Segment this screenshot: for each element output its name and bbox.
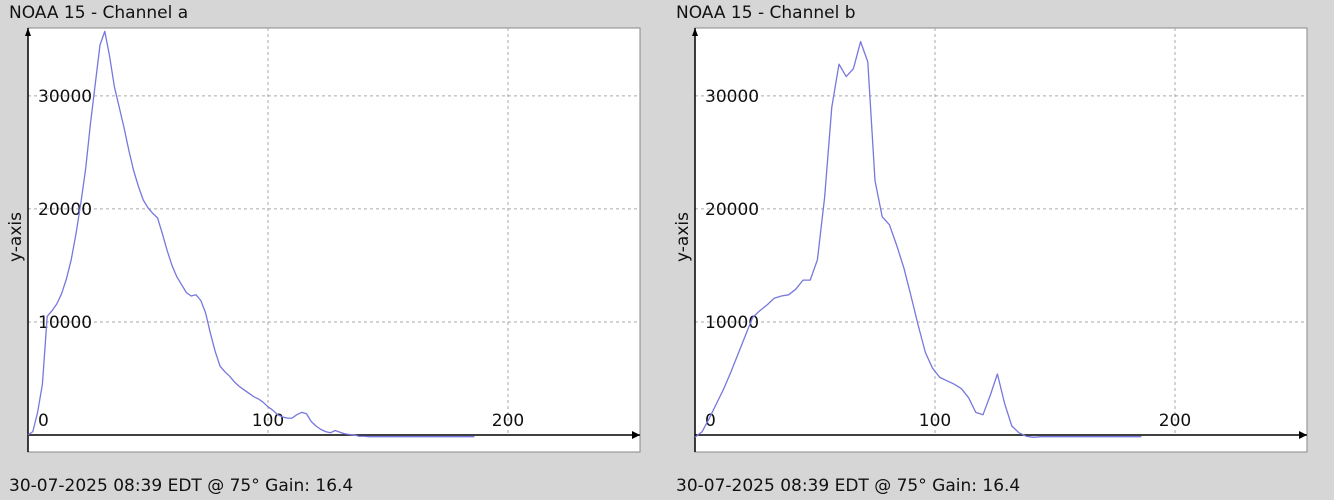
y-axis-arrow-b [692, 28, 698, 36]
chart-title-channel-a: NOAA 15 - Channel a [9, 3, 189, 23]
x-axis-arrow-a [632, 431, 640, 440]
chart-panel-channel-b: 10000 20000 30000 0 100 200 y-axis NOAA 15 - C… [667, 0, 1312, 500]
y-tick-label-10000-a: 10000 [38, 313, 92, 333]
plot-area-b [694, 27, 1308, 453]
x-tick-label-0-b: 0 [705, 411, 716, 431]
plot-area-a [27, 27, 641, 453]
x-tick-label-200-a: 200 [492, 411, 524, 431]
y-tick-label-20000-b: 20000 [705, 200, 759, 220]
chart-footer-channel-a: 30-07-2025 08:39 EDT @ 75° Gain: 16.4 [9, 476, 354, 496]
x-tick-label-200-b: 200 [1159, 411, 1191, 431]
plot-channel-a: 10000 20000 30000 0 100 200 y-axis [6, 27, 641, 453]
chart-title-channel-b: NOAA 15 - Channel b [676, 3, 856, 23]
plot-channel-b: 10000 20000 30000 0 100 200 y-axis [673, 27, 1308, 453]
series-line-0-a [27, 30, 475, 438]
x-tick-label-0-a: 0 [38, 411, 49, 431]
chart-panel-channel-a: 10000 20000 30000 0 100 200 y-axis NOAA 15 - C… [0, 0, 645, 500]
y-axis-label-b: y-axis [673, 212, 693, 262]
x-axis-arrow-b [1299, 431, 1307, 440]
chart-footer-channel-b: 30-07-2025 08:39 EDT @ 75° Gain: 16.4 [676, 476, 1021, 496]
y-axis-label-a: y-axis [6, 212, 26, 262]
y-axis-arrow-a [25, 28, 31, 36]
series-line-0-b [694, 40, 1142, 438]
y-tick-label-30000-a: 30000 [38, 87, 92, 107]
y-tick-label-10000-b: 10000 [705, 313, 759, 333]
x-tick-label-100-b: 100 [919, 411, 951, 431]
y-tick-label-30000-b: 30000 [705, 87, 759, 107]
x-tick-label-100-a: 100 [252, 411, 284, 431]
y-tick-label-20000-a: 20000 [38, 200, 92, 220]
